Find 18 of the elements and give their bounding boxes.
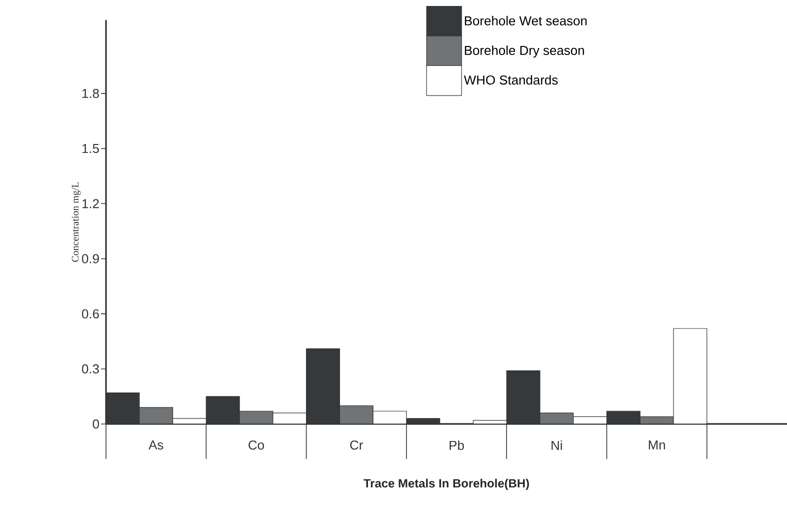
y-tick-label: 1.2 [82,199,99,208]
y-tick-label: 0 [92,419,99,429]
x-tick-label: Ni [552,440,562,450]
legend-label: Borehole Wet season [464,16,587,26]
x-tick-label: Cr [350,440,363,450]
x-tick-label: Co [248,440,264,450]
x-tick-label: As [148,440,164,450]
y-tick-label: 0.6 [82,309,99,318]
y-tick-label: 1.8 [82,88,99,98]
x-tick-label: Mn [648,440,665,450]
legend-label: Borehole Dry season [464,46,584,58]
y-tick-label: 1.5 [82,144,99,154]
x-axis-title: Trace Metals In Borehole(BH) [364,478,529,490]
x-tick-label: Pb [450,440,464,450]
legend-label: WHO Standards [464,75,558,85]
y-tick-label: 0.3 [82,364,99,374]
y-axis-title: Concentration mg/L [72,182,81,262]
y-tick-label: 0.9 [82,254,99,264]
